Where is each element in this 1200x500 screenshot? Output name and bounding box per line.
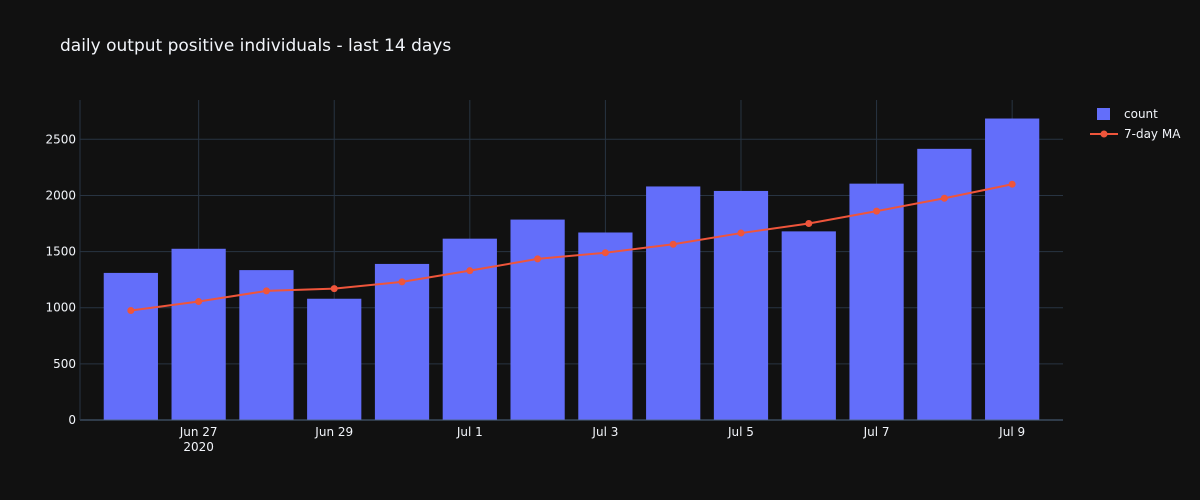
y-tick-label: 2000: [45, 188, 76, 202]
ma-point-2020-07-06[interactable]: [805, 220, 813, 228]
ma-point-2020-06-28[interactable]: [262, 287, 270, 295]
legend-ma-swatch-marker[interactable]: [1100, 130, 1108, 138]
bar-2020-06-30[interactable]: [374, 263, 430, 420]
bar-2020-07-02[interactable]: [510, 219, 565, 420]
bar-2020-07-08[interactable]: [917, 148, 972, 420]
bar-2020-07-07[interactable]: [849, 183, 904, 420]
ma-point-2020-07-09[interactable]: [1008, 180, 1016, 188]
ma-point-2020-06-27[interactable]: [195, 298, 203, 306]
bar-2020-07-03[interactable]: [578, 232, 633, 420]
x-tick-label: Jul 5: [727, 425, 754, 439]
bar-2020-07-06[interactable]: [781, 231, 836, 420]
bar-2020-06-28[interactable]: [239, 270, 294, 420]
legend-count-label[interactable]: count: [1124, 107, 1158, 121]
bar-2020-07-05[interactable]: [713, 190, 769, 420]
x-tick-label: Jun 27: [179, 425, 218, 439]
ma-point-2020-06-29[interactable]: [330, 285, 338, 293]
ma-point-2020-07-07[interactable]: [873, 207, 881, 215]
bar-2020-07-04[interactable]: [646, 186, 701, 420]
x-tick-sublabel: 2020: [183, 440, 214, 454]
y-tick-label: 1500: [45, 245, 76, 259]
x-tick-label: Jul 9: [998, 425, 1025, 439]
bar-2020-07-09[interactable]: [985, 118, 1040, 421]
x-tick-label: Jul 7: [863, 425, 890, 439]
ma-point-2020-07-04[interactable]: [669, 240, 677, 248]
x-tick-label: Jul 3: [591, 425, 618, 439]
ma-point-2020-06-30[interactable]: [398, 278, 406, 286]
bar-2020-06-26[interactable]: [103, 272, 158, 420]
bar-2020-06-27[interactable]: [171, 248, 226, 420]
ma-line: [130, 183, 1013, 312]
ma-point-2020-06-26[interactable]: [127, 307, 135, 315]
y-tick-label: 500: [53, 357, 76, 371]
ma-point-2020-07-01[interactable]: [466, 267, 474, 275]
x-tick-label: Jul 1: [456, 425, 483, 439]
ma-point-2020-07-08[interactable]: [940, 194, 948, 202]
grid-layer: [80, 100, 1063, 420]
legend-count-swatch[interactable]: [1097, 108, 1110, 120]
line-layer: [127, 180, 1016, 315]
x-tick-label: Jun 29: [314, 425, 353, 439]
bar-2020-06-29[interactable]: [307, 298, 362, 420]
chart-title: daily output positive individuals - last…: [60, 36, 451, 56]
ma-point-2020-07-05[interactable]: [737, 229, 745, 237]
legend-ma-label[interactable]: 7-day MA: [1124, 127, 1181, 141]
y-tick-label: 0: [68, 413, 76, 427]
bar-2020-07-01[interactable]: [442, 238, 497, 420]
ma-point-2020-07-03[interactable]: [601, 249, 609, 257]
bar-layer: [103, 118, 1040, 421]
ma-point-2020-07-02[interactable]: [534, 255, 542, 263]
legend[interactable]: count 7-day MA: [1090, 107, 1181, 141]
y-tick-label: 2500: [45, 132, 76, 146]
y-tick-label: 1000: [45, 301, 76, 315]
